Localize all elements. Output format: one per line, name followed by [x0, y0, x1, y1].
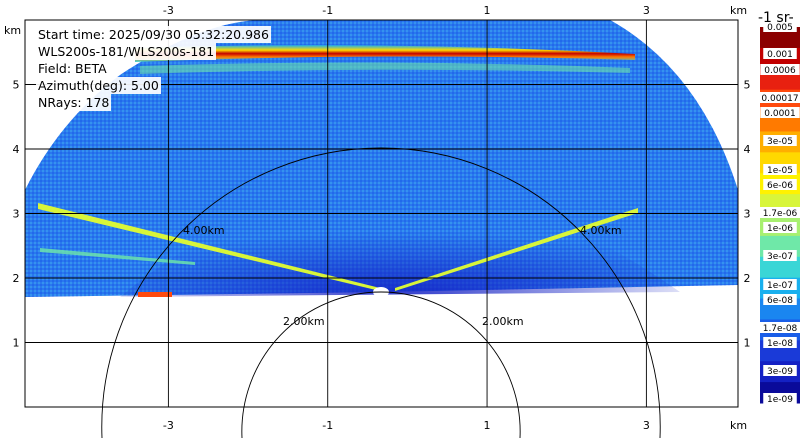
- ring-label-2km-right: 2.00km: [482, 315, 524, 328]
- svg-text:1e-05: 1e-05: [767, 166, 793, 176]
- svg-text:0.001: 0.001: [767, 50, 793, 60]
- field-name: Field: BETA: [36, 60, 109, 77]
- svg-text:0.0001: 0.0001: [764, 109, 796, 119]
- nrays: NRays: 178: [36, 94, 112, 111]
- colorbar: 0.005 0.001 0.0006 0.00017 0.0001 3e-05 1e-05 6…: [757, 21, 800, 405]
- ring-label-2km-left: 2.00km: [283, 315, 325, 328]
- colorbar-tick-label: 0.001: [763, 48, 797, 60]
- svg-text:0.00017: 0.00017: [761, 94, 798, 104]
- colorbar-tick-label: 3e-09: [763, 365, 797, 377]
- colorbar-tick-label: 6e-08: [763, 294, 797, 306]
- colorbar-tick-label: 1e-07: [763, 279, 797, 291]
- y-tick-label-left: 3: [13, 208, 20, 221]
- svg-text:0.0006: 0.0006: [764, 66, 796, 76]
- colorbar-segment: [760, 27, 800, 49]
- instrument-name: WLS200s-181/WLS200s-181: [36, 43, 217, 60]
- svg-text:3e-07: 3e-07: [767, 252, 793, 262]
- beta-field: [25, 20, 738, 297]
- y-tick-label-left: 1: [13, 337, 20, 350]
- x-axis-label-bottom: km: [730, 419, 747, 432]
- y-tick-label-right: 3: [744, 208, 751, 221]
- colorbar-tick-label: 1e-06: [763, 222, 797, 234]
- colorbar-tick-label: 0.0006: [760, 64, 800, 76]
- ring-label-4km-right: 4.00km: [580, 224, 622, 237]
- x-tick-label-top: 3: [643, 4, 650, 17]
- colorbar-title: -1 sr-: [758, 10, 794, 26]
- aerosol-layer: [135, 45, 635, 62]
- x-tick-label-top: -1: [322, 4, 333, 17]
- colorbar-tick-label: 1e-05: [763, 164, 797, 176]
- colorbar-tick-label: 3e-05: [763, 135, 797, 147]
- colorbar-segment: [760, 256, 800, 279]
- y-tick-label-left: 4: [13, 143, 20, 156]
- svg-text:6e-08: 6e-08: [767, 296, 793, 306]
- colorbar-tick-label: 0.005: [763, 21, 797, 33]
- svg-text:0.005: 0.005: [767, 23, 793, 33]
- colorbar-tick-label: 0.0001: [760, 107, 800, 119]
- colorbar-tick-label: 6e-06: [763, 179, 797, 191]
- x-tick-label-bottom: -1: [322, 419, 333, 432]
- colorbar-tick-label: 1.7e-08: [757, 322, 800, 334]
- grid-lines: [24, 19, 739, 408]
- azimuth: Azimuth(deg): 5.00: [36, 77, 161, 94]
- colorbar-tick-label: 1.7e-06: [757, 207, 800, 219]
- x-tick-label-top: 1: [484, 4, 491, 17]
- y-axis-label: km: [4, 24, 21, 37]
- x-tick-label-bottom: -3: [163, 419, 174, 432]
- y-tick-label-right: 5: [744, 79, 751, 92]
- colorbar-tick-label: 1e-08: [763, 337, 797, 349]
- svg-text:3e-09: 3e-09: [767, 367, 793, 377]
- colorbar-tick-label: 0.00017: [757, 92, 800, 104]
- x-tick-label-bottom: 3: [643, 419, 650, 432]
- ring-label-4km-left: 4.00km: [183, 224, 225, 237]
- x-tick-label-bottom: 1: [484, 419, 491, 432]
- range-rings: [101, 147, 661, 438]
- axis-ticks: -3 -3 -1 -1 1 1 3 3 1 1 2 2 3 3 4 4 5 5 km km km: [4, 4, 751, 432]
- start-time: Start time: 2025/09/30 05:32:20.986: [36, 26, 271, 43]
- svg-text:1e-06: 1e-06: [767, 224, 793, 234]
- y-tick-label-right: 1: [744, 337, 751, 350]
- y-tick-label-right: 2: [744, 272, 751, 285]
- y-tick-label-left: 2: [13, 272, 20, 285]
- svg-text:6e-06: 6e-06: [767, 181, 793, 191]
- svg-text:1e-09: 1e-09: [767, 395, 793, 405]
- colorbar-tick-label: 3e-07: [763, 250, 797, 262]
- svg-text:1.7e-08: 1.7e-08: [763, 324, 798, 334]
- left-plume: [38, 203, 380, 291]
- y-tick-label-left: 5: [13, 79, 20, 92]
- x-tick-label-top: -3: [163, 4, 174, 17]
- svg-text:1e-07: 1e-07: [767, 281, 793, 291]
- svg-text:1e-08: 1e-08: [767, 339, 793, 349]
- info-box: Start time: 2025/09/30 05:32:20.986 WLS2…: [36, 26, 271, 111]
- y-tick-label-right: 4: [744, 143, 751, 156]
- svg-text:1.7e-06: 1.7e-06: [763, 209, 798, 219]
- colorbar-tick-label: 1e-09: [763, 393, 797, 405]
- x-axis-label-top: km: [730, 4, 747, 17]
- svg-text:3e-05: 3e-05: [767, 137, 793, 147]
